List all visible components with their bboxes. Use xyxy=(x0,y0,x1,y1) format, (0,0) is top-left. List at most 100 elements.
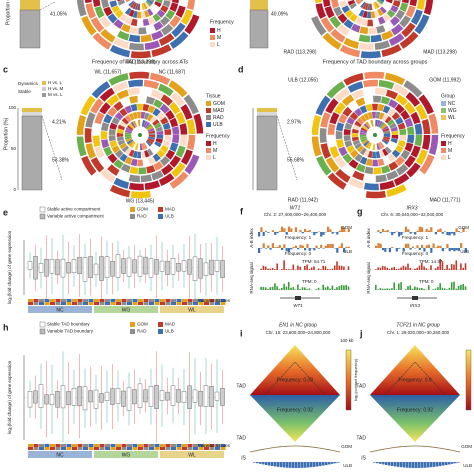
ring-segment xyxy=(311,71,439,199)
label: Tissue xyxy=(206,93,221,99)
shape xyxy=(99,447,105,450)
is-bar xyxy=(268,462,271,466)
shape xyxy=(94,451,158,458)
shape xyxy=(105,447,110,450)
box xyxy=(148,386,154,407)
is-bar xyxy=(334,462,337,464)
track-bar xyxy=(427,244,431,248)
shape xyxy=(257,112,277,116)
box xyxy=(198,390,203,407)
dash xyxy=(276,115,298,181)
box xyxy=(33,390,38,404)
rna-bar xyxy=(448,268,451,270)
label: i xyxy=(240,328,243,338)
box xyxy=(104,391,110,401)
rna-bar xyxy=(290,287,292,290)
box xyxy=(214,260,220,272)
is-bar xyxy=(292,462,295,468)
track-bar xyxy=(340,226,343,232)
ring-segment xyxy=(116,111,164,159)
track-bar xyxy=(299,230,302,232)
track-bar xyxy=(260,227,263,232)
box xyxy=(209,259,214,276)
shape xyxy=(66,299,72,302)
rna-bar xyxy=(271,286,274,290)
rna-bar xyxy=(343,285,345,290)
label: 2.97% xyxy=(287,119,302,125)
rna-bar xyxy=(400,267,402,270)
box xyxy=(187,385,192,409)
box xyxy=(159,260,165,272)
box xyxy=(126,257,132,277)
shape xyxy=(176,444,182,447)
shape xyxy=(55,302,61,305)
shape xyxy=(165,444,171,447)
ring-segment xyxy=(116,111,164,159)
rna-bar xyxy=(441,261,444,270)
label: NC (11,687) xyxy=(159,69,186,75)
ring-segment xyxy=(92,87,188,183)
shape xyxy=(105,444,110,447)
is-bar xyxy=(424,462,427,468)
box xyxy=(192,256,198,281)
box xyxy=(170,385,176,406)
shape xyxy=(130,214,135,219)
rna-bar xyxy=(340,284,343,290)
label: Frequency: 0.9 xyxy=(398,377,432,383)
label: A-B index xyxy=(249,227,254,247)
ring-segment xyxy=(319,79,431,191)
is-bar xyxy=(442,462,445,466)
label: Chr. 1: 29,020,000~30,260,000 xyxy=(387,330,450,335)
track-bar xyxy=(381,248,385,251)
shape xyxy=(61,444,66,447)
shape xyxy=(158,322,163,327)
shape xyxy=(42,93,46,97)
is-bar xyxy=(298,462,301,468)
rna-bar xyxy=(395,268,398,270)
rna-bar xyxy=(287,269,290,270)
track-bar xyxy=(434,232,437,235)
heatmap xyxy=(370,395,460,442)
legend-box xyxy=(39,321,46,328)
rna-bar xyxy=(393,282,395,290)
rna-bar xyxy=(345,285,347,290)
rna-bar xyxy=(267,288,269,290)
track-bar xyxy=(432,243,435,248)
shape xyxy=(72,299,77,302)
rna-bar xyxy=(411,288,414,290)
label: h xyxy=(3,322,9,332)
label: A-B index xyxy=(366,227,371,247)
box xyxy=(137,255,143,277)
is-bar xyxy=(301,462,304,468)
track-bar xyxy=(315,232,318,234)
rna-bar xyxy=(297,265,299,270)
rna-bar xyxy=(313,266,315,270)
shape xyxy=(22,108,42,112)
track-bar xyxy=(283,228,286,232)
shape xyxy=(198,447,204,450)
track-bar xyxy=(276,232,279,234)
rna-bar xyxy=(285,268,288,270)
bar xyxy=(19,9,41,49)
rna-bar xyxy=(269,268,272,270)
shape xyxy=(165,447,171,450)
track-bar xyxy=(460,243,463,248)
label: d xyxy=(238,64,244,74)
shape xyxy=(127,302,132,305)
shape xyxy=(206,155,211,160)
shape xyxy=(160,444,165,447)
track-bar xyxy=(343,248,346,253)
track-bar xyxy=(327,243,330,248)
shape xyxy=(204,447,209,450)
shape xyxy=(28,447,33,450)
box xyxy=(33,256,38,280)
rna-bar xyxy=(398,283,400,290)
track-bar xyxy=(290,228,293,232)
is-bar xyxy=(319,462,322,467)
label: ULB xyxy=(463,463,472,468)
track-bar xyxy=(299,244,302,248)
label: Frequency xyxy=(210,19,234,25)
shape xyxy=(143,299,149,302)
box xyxy=(99,256,104,281)
shape xyxy=(154,447,160,450)
